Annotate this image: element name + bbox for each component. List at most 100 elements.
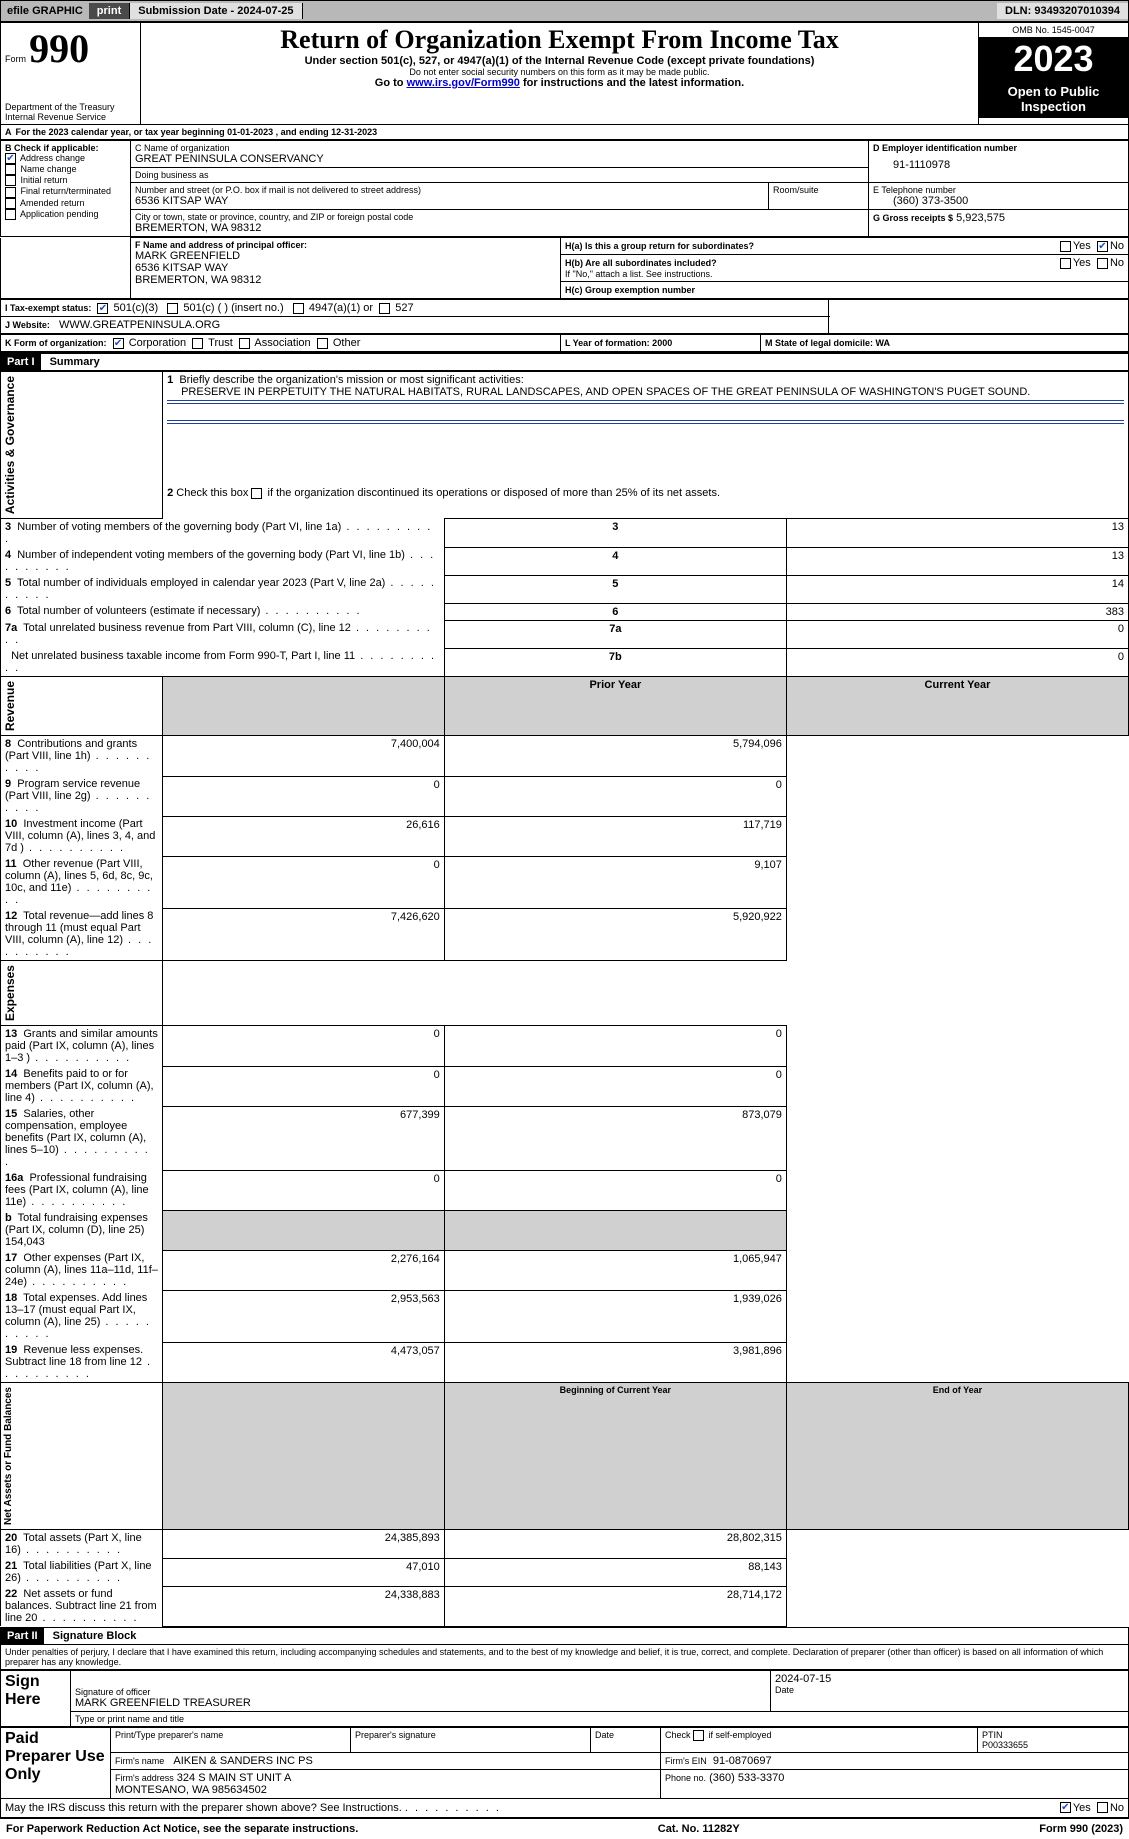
print-button[interactable]: print xyxy=(89,3,130,19)
hb-yes-checkbox[interactable] xyxy=(1060,258,1071,269)
state-domicile: M State of legal domicile: WA xyxy=(765,338,890,348)
mission-text: PRESERVE IN PERPETUITY THE NATURAL HABIT… xyxy=(167,386,1030,398)
ha-label: H(a) Is this a group return for subordin… xyxy=(565,241,754,251)
part2-header: Part II xyxy=(1,1628,44,1644)
room-label: Room/suite xyxy=(773,185,864,195)
prep-sig-label: Preparer's signature xyxy=(351,1727,591,1752)
paid-prep-label: Paid Preparer Use Only xyxy=(1,1727,111,1798)
part1-table: Activities & Governance 1 Briefly descri… xyxy=(0,371,1129,1627)
submission-date: Submission Date - 2024-07-25 xyxy=(130,3,302,19)
year-formation: L Year of formation: 2000 xyxy=(565,338,672,348)
prep-date-label: Date xyxy=(591,1727,661,1752)
officer-label: F Name and address of principal officer: xyxy=(135,240,556,250)
efile-label: efile GRAPHIC xyxy=(1,3,89,19)
ptin-value: P00333655 xyxy=(982,1740,1028,1750)
boy-header: Beginning of Current Year xyxy=(444,1383,786,1530)
firm-phone: (360) 533-3370 xyxy=(709,1772,784,1784)
status-block: I Tax-exempt status: 501(c)(3) 501(c) ( … xyxy=(0,299,1129,334)
penalty-text: Under penalties of perjury, I declare th… xyxy=(0,1645,1129,1670)
type-name-label: Type or print name and title xyxy=(71,1711,1129,1726)
officer-block: F Name and address of principal officer:… xyxy=(0,237,1129,299)
tax-status-label: I Tax-exempt status: xyxy=(5,303,91,313)
discuss-yes-checkbox[interactable] xyxy=(1060,1802,1071,1813)
boxb-checkbox[interactable] xyxy=(5,198,16,209)
line2-text: Check this box if the organization disco… xyxy=(176,487,720,499)
form-footer: Form 990 (2023) xyxy=(1039,1823,1123,1835)
phone-value: (360) 373-3500 xyxy=(873,195,1124,207)
org-name-label: C Name of organization xyxy=(135,143,864,153)
firm-name: AIKEN & SANDERS INC PS xyxy=(173,1755,312,1767)
prior-year-header: Prior Year xyxy=(444,677,786,736)
boxb-checkbox[interactable] xyxy=(5,175,16,186)
return-subtitle: Under section 501(c), 527, or 4947(a)(1)… xyxy=(145,55,974,67)
form-word: Form xyxy=(5,54,26,64)
date-label: Date xyxy=(775,1685,1124,1695)
boxb-checkbox[interactable] xyxy=(5,153,16,164)
part1-title: Summary xyxy=(44,354,106,370)
part2-title: Signature Block xyxy=(47,1628,143,1644)
website-label: J Website: xyxy=(5,320,50,330)
sign-here-label: Sign Here xyxy=(1,1670,71,1726)
dept-treasury: Department of the Treasury Internal Reve… xyxy=(5,102,136,122)
tax-year-line: AFor the 2023 calendar year, or tax year… xyxy=(0,125,1129,140)
org-form-block: K Form of organization: Corporation Trus… xyxy=(0,334,1129,352)
boxb-checkbox[interactable] xyxy=(5,164,16,175)
street-label: Number and street (or P.O. box if mail i… xyxy=(135,185,764,195)
firm-ein: 91-0870697 xyxy=(713,1755,772,1767)
mission-label: Briefly describe the organization's miss… xyxy=(179,374,523,386)
box-b: B Check if applicable: Address change Na… xyxy=(1,141,131,237)
topbar: efile GRAPHIC print Submission Date - 20… xyxy=(0,0,1129,22)
pra-notice: For Paperwork Reduction Act Notice, see … xyxy=(6,1823,358,1835)
ein-label: D Employer identification number xyxy=(873,143,1124,153)
street-value: 6536 KITSAP WAY xyxy=(135,195,764,207)
net-section-label: Net Assets or Fund Balances xyxy=(1,1383,16,1529)
irs-link[interactable]: www.irs.gov/Form990 xyxy=(407,77,520,89)
discuss-line: May the IRS discuss this return with the… xyxy=(0,1799,1129,1818)
cat-no: Cat. No. 11282Y xyxy=(658,1823,740,1835)
boxb-checkbox[interactable] xyxy=(5,209,16,220)
form-header: Form 990 Department of the Treasury Inte… xyxy=(0,22,1129,125)
hb-no-checkbox[interactable] xyxy=(1097,258,1108,269)
goto-line: Go to www.irs.gov/Form990 for instructio… xyxy=(145,77,974,89)
return-title: Return of Organization Exempt From Incom… xyxy=(145,25,974,55)
exp-section-label: Expenses xyxy=(1,961,19,1025)
corp-checkbox[interactable] xyxy=(113,338,124,349)
dln-label: DLN: 93493207010394 xyxy=(997,3,1128,19)
website-value: WWW.GREATPENINSULA.ORG xyxy=(59,319,220,331)
gross-label: G Gross receipts $ xyxy=(873,213,953,223)
hc-label: H(c) Group exemption number xyxy=(565,285,695,295)
officer-street: 6536 KITSAP WAY xyxy=(135,262,556,274)
hb-label: H(b) Are all subordinates included? xyxy=(565,258,717,268)
self-emp-label: Check if self-employed xyxy=(661,1727,978,1752)
discuss-no-checkbox[interactable] xyxy=(1097,1802,1108,1813)
current-year-header: Current Year xyxy=(786,677,1128,736)
hb-note: If "No," attach a list. See instructions… xyxy=(565,269,1124,279)
org-name: GREAT PENINSULA CONSERVANCY xyxy=(135,153,864,165)
part1-header: Part I xyxy=(1,354,41,370)
boxb-checkbox[interactable] xyxy=(5,187,16,198)
form-org-label: K Form of organization: xyxy=(5,338,107,348)
phone-label: E Telephone number xyxy=(873,185,1124,195)
identity-block: B Check if applicable: Address change Na… xyxy=(0,140,1129,237)
ha-no-checkbox[interactable] xyxy=(1097,241,1108,252)
sig-date: 2024-07-15 xyxy=(775,1673,1124,1685)
officer-city: BREMERTON, WA 98312 xyxy=(135,274,556,286)
dba-label: Doing business as xyxy=(135,170,864,180)
eoy-header: End of Year xyxy=(786,1383,1128,1530)
page-footer: For Paperwork Reduction Act Notice, see … xyxy=(0,1818,1129,1839)
rev-section-label: Revenue xyxy=(1,677,19,735)
prep-name-label: Print/Type preparer's name xyxy=(111,1727,351,1752)
city-value: BREMERTON, WA 98312 xyxy=(135,222,864,234)
sign-here-block: Sign Here Signature of officer MARK GREE… xyxy=(0,1670,1129,1727)
sig-officer-label: Signature of officer xyxy=(75,1687,766,1697)
omb-number: OMB No. 1545-0047 xyxy=(979,23,1128,38)
city-label: City or town, state or province, country… xyxy=(135,212,864,222)
tax-year: 2023 xyxy=(979,38,1128,80)
ein-value: 91-1110978 xyxy=(873,153,1124,171)
501c3-checkbox[interactable] xyxy=(97,303,108,314)
gross-value: 5,923,575 xyxy=(956,212,1005,224)
form-990-number: 990 xyxy=(29,26,89,71)
open-to-public: Open to Public Inspection xyxy=(979,80,1128,118)
officer-name: MARK GREENFIELD xyxy=(135,250,556,262)
officer-sig-name: MARK GREENFIELD TREASURER xyxy=(75,1697,766,1709)
